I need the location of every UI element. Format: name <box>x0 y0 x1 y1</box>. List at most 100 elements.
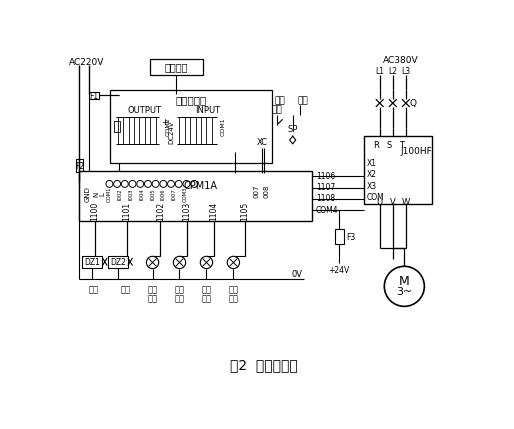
Text: 夾袋: 夾袋 <box>88 286 98 295</box>
Text: 1108: 1108 <box>316 194 335 203</box>
Text: 1106: 1106 <box>316 172 335 181</box>
Text: 1100: 1100 <box>90 202 99 221</box>
Text: J100HF: J100HF <box>400 147 432 156</box>
Circle shape <box>144 181 152 187</box>
Text: L2: L2 <box>388 67 397 76</box>
Text: I007: I007 <box>172 188 177 200</box>
Text: 1105: 1105 <box>241 202 249 221</box>
Circle shape <box>121 181 128 187</box>
Text: COM1: COM1 <box>107 186 112 202</box>
Text: I004: I004 <box>139 188 144 200</box>
Text: F1: F1 <box>89 92 99 101</box>
Text: 0V: 0V <box>291 269 302 278</box>
Text: L: L <box>100 192 105 196</box>
Circle shape <box>175 181 182 187</box>
Circle shape <box>160 181 167 187</box>
Text: U: U <box>377 198 383 207</box>
Text: +: + <box>161 118 168 127</box>
Text: 稱重控制器: 稱重控制器 <box>175 95 207 105</box>
Text: 1103: 1103 <box>182 202 192 221</box>
Text: X1: X1 <box>366 159 377 168</box>
Circle shape <box>129 181 136 187</box>
Circle shape <box>227 256 240 269</box>
Circle shape <box>384 266 425 306</box>
Circle shape <box>152 181 159 187</box>
Text: 二級: 二級 <box>201 286 211 295</box>
Circle shape <box>183 181 190 187</box>
Text: 指示: 指示 <box>228 294 238 303</box>
Circle shape <box>173 256 186 269</box>
Text: 三級: 三級 <box>228 286 238 295</box>
Circle shape <box>168 181 174 187</box>
Bar <box>150 59 203 75</box>
Text: SP: SP <box>287 125 298 134</box>
Text: 1101: 1101 <box>123 202 132 221</box>
Text: T: T <box>399 141 405 150</box>
Circle shape <box>137 181 144 187</box>
Text: S: S <box>387 141 392 150</box>
Text: X3: X3 <box>366 182 377 191</box>
Text: COM1: COM1 <box>221 118 226 136</box>
Text: I003: I003 <box>128 188 134 199</box>
Text: I005: I005 <box>150 188 155 200</box>
Text: 指示: 指示 <box>174 294 185 303</box>
Text: X2: X2 <box>366 170 377 179</box>
Text: V: V <box>390 198 396 207</box>
Text: DZ2: DZ2 <box>110 258 126 267</box>
Text: DC24V: DC24V <box>169 121 175 144</box>
Text: XC: XC <box>256 138 267 147</box>
Text: 狀態: 狀態 <box>274 96 285 105</box>
Bar <box>335 229 344 244</box>
Bar <box>110 90 272 163</box>
Circle shape <box>191 181 197 187</box>
Bar <box>88 91 99 99</box>
Text: 故障: 故障 <box>148 286 158 295</box>
Text: F3: F3 <box>346 233 355 242</box>
Text: M: M <box>399 275 410 288</box>
Circle shape <box>200 256 213 269</box>
Text: 图2  工作原理图: 图2 工作原理图 <box>230 359 297 373</box>
Text: 指示: 指示 <box>201 294 211 303</box>
Text: I006: I006 <box>161 188 166 200</box>
Text: 1107: 1107 <box>316 183 335 192</box>
Bar <box>76 159 83 172</box>
Text: 截料: 截料 <box>121 286 131 295</box>
Text: 開關: 開關 <box>297 96 308 105</box>
Text: CPM1A: CPM1A <box>183 181 217 191</box>
Text: +24V: +24V <box>328 266 350 275</box>
Text: COM: COM <box>366 193 384 202</box>
Text: COM3: COM3 <box>182 186 188 202</box>
Bar <box>114 121 120 132</box>
Text: 008: 008 <box>264 185 269 198</box>
Text: F2: F2 <box>75 162 84 171</box>
Text: 指示: 指示 <box>148 294 158 303</box>
Text: INPUT: INPUT <box>195 106 221 115</box>
Text: W: W <box>402 198 410 207</box>
Text: L1: L1 <box>375 67 384 76</box>
Text: COM4: COM4 <box>316 205 338 214</box>
Text: 1102: 1102 <box>156 202 165 221</box>
Circle shape <box>106 181 113 187</box>
Circle shape <box>114 181 121 187</box>
Text: 稱重單元: 稱重單元 <box>164 63 188 73</box>
Text: 1104: 1104 <box>210 202 218 221</box>
Text: 一級: 一級 <box>174 286 185 295</box>
Text: Q: Q <box>409 99 416 108</box>
Text: N: N <box>94 191 99 196</box>
Bar <box>79 171 312 221</box>
Bar <box>108 256 128 268</box>
Bar <box>82 256 102 268</box>
Text: 啟動: 啟動 <box>272 106 283 115</box>
Text: AC380V: AC380V <box>382 56 418 65</box>
Text: 3~: 3~ <box>396 287 412 297</box>
Circle shape <box>146 256 159 269</box>
Text: R: R <box>373 141 379 150</box>
Text: 007: 007 <box>253 185 260 198</box>
Text: GND: GND <box>85 186 91 202</box>
Text: AC220V: AC220V <box>69 58 105 67</box>
Text: I002: I002 <box>118 188 123 200</box>
Text: COM2: COM2 <box>166 118 171 136</box>
Text: L3: L3 <box>401 67 411 76</box>
Text: DZ1: DZ1 <box>84 258 100 267</box>
Text: OUTPUT: OUTPUT <box>128 106 162 115</box>
